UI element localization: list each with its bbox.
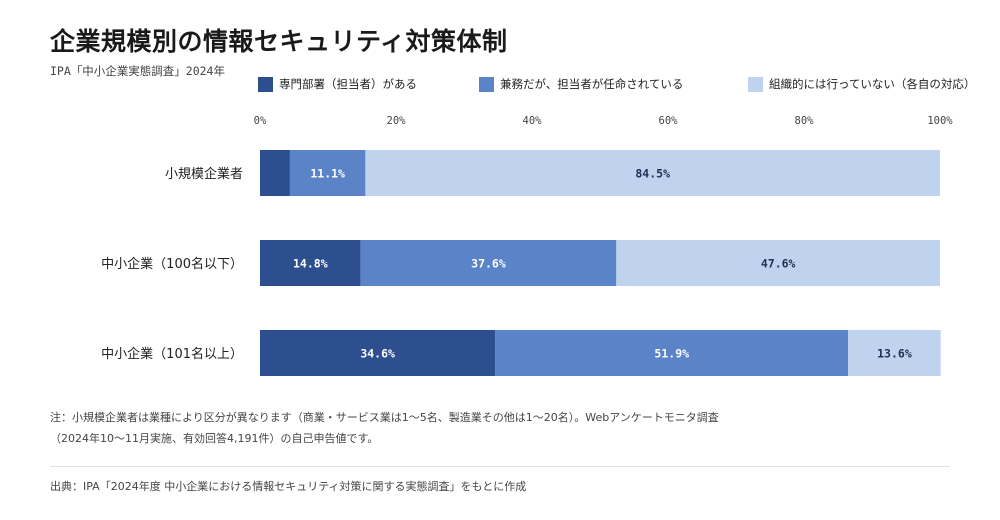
bar-value-label: 51.9%: [654, 347, 689, 361]
legend-label-dedicated: 専門部署（担当者）がある: [279, 77, 417, 91]
bar-segment: [616, 240, 940, 286]
bar-value-label: 13.6%: [877, 347, 912, 361]
bar-value-label: 37.6%: [471, 257, 506, 271]
x-tick-label: 100%: [927, 115, 953, 127]
legend-label-none: 組織的には行っていない（各自の対応）: [769, 77, 976, 91]
category-label: 中小企業（100名以下）: [101, 256, 243, 272]
legend: 専門部署（担当者）がある 兼務だが、担当者が任命されている 組織的には行っていな…: [258, 76, 1000, 96]
bar-value-label: 84.5%: [635, 167, 670, 181]
legend-item-dedicated: 専門部署（担当者）がある: [258, 76, 417, 92]
bar-value-label: 14.8%: [293, 257, 328, 271]
x-tick-label: 0%: [254, 115, 267, 127]
legend-swatch-concurrent: [479, 76, 494, 92]
bar-segment: [260, 330, 496, 376]
bar-value-label: 11.1%: [310, 167, 345, 181]
x-tick-label: 20%: [387, 115, 407, 127]
legend-swatch-dedicated: [258, 76, 273, 92]
x-tick-label: 40%: [523, 115, 543, 127]
legend-swatch-none: [748, 76, 763, 92]
bar-value-label: 47.6%: [761, 257, 796, 271]
divider: [50, 466, 950, 467]
legend-item-concurrent: 兼務だが、担当者が任命されている: [479, 76, 683, 92]
bar-segment: [848, 330, 941, 376]
bar-segment: [360, 240, 617, 286]
bar-segment: [289, 150, 366, 196]
bar-value-label: 34.6%: [360, 347, 395, 361]
chart-title: 企業規模別の情報セキュリティ対策体制: [50, 27, 508, 56]
source-credit: 出典：IPA「2024年度 中小企業における情報セキュリティ対策に関する実態調査…: [50, 480, 527, 493]
legend-item-none: 組織的には行っていない（各自の対応）: [748, 76, 975, 92]
bar-segment: [260, 240, 361, 286]
bar-segment: [365, 150, 940, 196]
legend-label-concurrent: 兼務だが、担当者が任命されている: [500, 77, 684, 91]
category-label: 小規模企業者: [165, 166, 243, 182]
chart-subtitle: IPA「中小企業実態調査」2024年: [50, 64, 225, 78]
bar-segment: [495, 330, 849, 376]
x-tick-label: 80%: [795, 115, 815, 127]
footnote: 注：小規模企業者は業種により区分が異なります（商業・サービス業は1～5名、製造業…: [50, 411, 719, 445]
bar-segment: [260, 150, 290, 196]
category-label: 中小企業（101名以上）: [101, 346, 243, 362]
x-tick-label: 60%: [659, 115, 679, 127]
